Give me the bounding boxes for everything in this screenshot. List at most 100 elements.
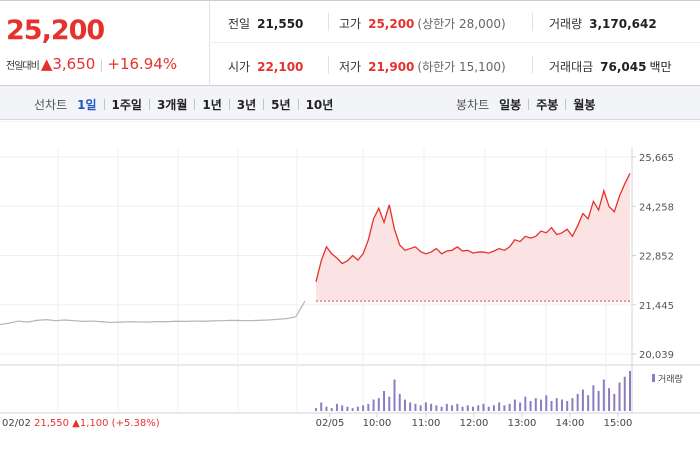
volume-bar	[445, 403, 448, 411]
y-tick-label: 24,258	[639, 202, 674, 213]
volume-bar	[623, 376, 626, 411]
volume-bar	[409, 402, 412, 411]
volume-bar	[388, 396, 391, 411]
stats-row-2: 시가 22,100 저가 21,900 (하한가 15,100) 거래대금 76,045…	[211, 44, 700, 86]
stat-amount: 거래대금 76,045 백만	[549, 58, 672, 75]
divider	[263, 99, 265, 110]
volume-bar	[508, 403, 511, 411]
change-value: 3,650	[52, 55, 96, 73]
stats-panel: 전일 21,550 고가 25,200 (상한가 28,000) 거래량 3,170,6…	[211, 1, 700, 86]
tab-3-years[interactable]: 3년	[236, 98, 257, 112]
volume-bar	[398, 393, 401, 411]
volume-bar	[602, 379, 605, 411]
current-price: 25,200	[6, 15, 105, 46]
stat-prev-close: 전일 21,550	[228, 15, 303, 32]
x-tick-label: 15:00	[604, 418, 633, 429]
volume-bar	[487, 406, 490, 411]
volume-bar	[335, 403, 338, 411]
price-chart-svg: 25,665 24,258 22,852 21,445 20,039 거래량 02/05 10…	[0, 121, 700, 429]
volume-legend-label: 거래량	[658, 373, 683, 385]
change-percent: +16.94%	[107, 55, 178, 73]
divider	[532, 13, 533, 31]
stat-value: 22,100	[257, 60, 304, 74]
change-line: 전일대비 ▲3,650 | +16.94%	[6, 55, 177, 73]
volume-bar	[435, 405, 438, 411]
volume-bar	[403, 399, 406, 411]
volume-bar	[492, 405, 495, 411]
volume-bar	[545, 395, 548, 411]
y-tick-label: 21,445	[639, 301, 674, 312]
volume-bar	[550, 401, 553, 411]
volume-bar	[424, 402, 427, 411]
tab-1-year[interactable]: 1년	[202, 98, 222, 112]
volume-bar	[356, 406, 359, 411]
x-tick-label: 14:00	[556, 418, 585, 429]
volume-bar	[383, 391, 386, 411]
change-label: 전일대비	[6, 61, 40, 72]
stat-label: 저가	[339, 60, 362, 74]
volume-bar	[461, 406, 464, 411]
stat-unit: 백만	[649, 60, 672, 74]
stat-low: 저가 21,900 (하한가 15,100)	[339, 58, 506, 75]
volume-bar	[613, 393, 616, 411]
candle-chart-tabs: 봉차트 일봉 주봉 월봉	[456, 96, 595, 113]
volume-bar	[629, 371, 631, 411]
volume-bar	[466, 405, 469, 411]
today-price-line	[315, 172, 631, 282]
quote-summary: 25,200 전일대비 ▲3,650 | +16.94% 전일 21,550 고가 25,…	[0, 0, 700, 86]
volume-bar	[513, 399, 516, 411]
prev-day-info: 02/02 21,550 ▲1,100 (+5.38%)	[2, 418, 160, 429]
tab-10-years[interactable]: 10년	[305, 98, 334, 112]
volume-bar	[362, 405, 365, 411]
divider	[565, 99, 567, 110]
volume-bar	[393, 379, 396, 411]
stat-value: 25,200	[368, 17, 415, 31]
divider	[328, 13, 329, 31]
stat-label: 전일	[228, 17, 251, 31]
divider: |	[99, 58, 104, 72]
price-box: 25,200 전일대비 ▲3,650 | +16.94%	[0, 1, 210, 86]
volume-bar	[519, 402, 522, 411]
volume-bar	[581, 389, 584, 411]
price-chart[interactable]: 25,665 24,258 22,852 21,445 20,039 거래량 02/05 10…	[0, 121, 700, 450]
volume-bar	[325, 406, 328, 411]
tab-weekly-candle[interactable]: 주봉	[536, 98, 559, 112]
tab-1-day[interactable]: 1일	[77, 98, 97, 112]
y-tick-label: 25,665	[639, 153, 674, 164]
y-tick-label: 20,039	[639, 350, 674, 361]
volume-bar	[330, 408, 333, 411]
divider	[103, 99, 105, 110]
tab-1-week[interactable]: 1주일	[111, 98, 142, 112]
volume-bar	[482, 403, 485, 411]
volume-bar	[367, 403, 370, 411]
volume-legend-swatch	[652, 374, 655, 382]
tab-monthly-candle[interactable]: 월봉	[573, 98, 596, 112]
volume-bar	[597, 391, 600, 411]
tab-3-months[interactable]: 3개월	[156, 98, 188, 112]
volume-bar	[341, 405, 344, 411]
stat-label: 거래대금	[549, 60, 594, 74]
candle-chart-title: 봉차트	[456, 98, 490, 112]
volume-bar	[377, 398, 380, 411]
volume-bar	[592, 385, 595, 411]
volume-bar	[414, 403, 417, 411]
volume-bar	[440, 406, 443, 411]
x-tick-label: 11:00	[412, 418, 441, 429]
volume-bar	[524, 396, 527, 411]
volume-bar	[472, 406, 474, 411]
stat-label: 고가	[339, 17, 362, 31]
volume-bar	[430, 403, 433, 411]
stat-value: 21,900	[368, 60, 415, 74]
volume-bar	[351, 408, 354, 411]
stat-label: 시가	[228, 60, 251, 74]
stat-label: 거래량	[549, 17, 583, 31]
y-tick-label: 22,852	[639, 252, 674, 263]
tab-5-years[interactable]: 5년	[271, 98, 291, 112]
tab-daily-candle[interactable]: 일봉	[499, 98, 522, 112]
price-area-fill	[316, 173, 630, 302]
lower-limit-text: (하한가 15,100)	[417, 60, 506, 74]
divider	[532, 56, 533, 74]
divider	[297, 99, 299, 110]
x-tick-label: 10:00	[363, 418, 392, 429]
stat-value: 21,550	[257, 17, 304, 31]
